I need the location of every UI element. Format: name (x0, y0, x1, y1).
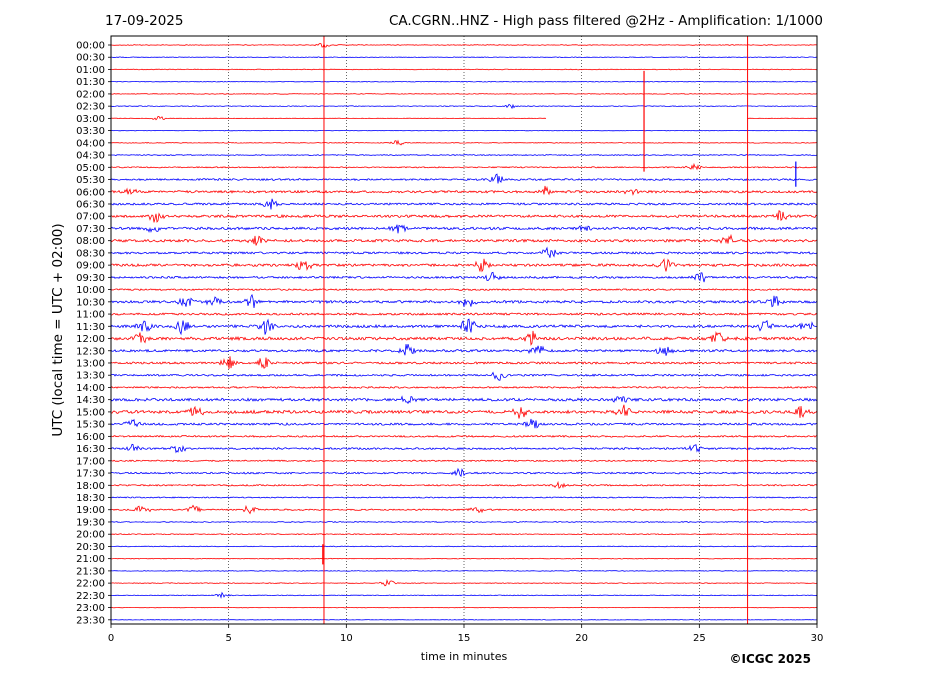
y-tick-label: 13:30 (76, 371, 105, 382)
y-tick-label: 21:00 (76, 554, 105, 565)
y-tick-label: 09:30 (76, 273, 105, 284)
x-tick-label: 20 (575, 633, 588, 644)
y-tick-label: 12:30 (76, 346, 105, 357)
x-tick-label: 30 (811, 633, 824, 644)
y-tick-label: 15:30 (76, 420, 105, 431)
y-tick-label: 05:00 (76, 163, 105, 174)
trace-row (111, 94, 817, 95)
y-tick-label: 06:00 (76, 187, 105, 198)
trace-row (111, 289, 817, 291)
date-label: 17-09-2025 (105, 13, 183, 29)
y-tick-label: 13:00 (76, 358, 105, 369)
trace-row (111, 259, 817, 272)
y-tick-label: 07:00 (76, 212, 105, 223)
x-tick-label: 0 (108, 633, 114, 644)
trace-row (111, 313, 817, 315)
trace-row (111, 593, 817, 598)
trace-row (111, 186, 817, 195)
y-tick-label: 23:30 (76, 615, 105, 626)
copyright-label: ©ICGC 2025 (729, 652, 811, 666)
trace-row (111, 469, 817, 476)
y-tick-label: 22:00 (76, 579, 105, 590)
x-tick-label: 25 (693, 633, 706, 644)
y-tick-label: 07:30 (76, 224, 105, 235)
y-tick-label: 04:00 (76, 138, 105, 149)
y-tick-label: 21:30 (76, 566, 105, 577)
x-tick-label: 15 (458, 633, 471, 644)
y-axis-label: UTC (local time = UTC + 02:00) (50, 223, 66, 436)
y-tick-label: 03:30 (76, 126, 105, 137)
y-tick-label: 19:00 (76, 505, 105, 516)
y-tick-label: 10:30 (76, 297, 105, 308)
y-tick-label: 18:30 (76, 493, 105, 504)
y-tick-label: 05:30 (76, 175, 105, 186)
y-tick-label: 08:30 (76, 248, 105, 259)
y-tick-label: 00:30 (76, 53, 105, 64)
y-tick-label: 11:30 (76, 322, 105, 333)
x-tick-label: 10 (340, 633, 353, 644)
y-tick-label: 11:00 (76, 310, 105, 321)
event-markers (323, 36, 796, 624)
y-tick-label: 19:30 (76, 517, 105, 528)
chart-title: CA.CGRN..HNZ - High pass filtered @2Hz -… (389, 13, 823, 29)
y-tick-label: 01:30 (76, 77, 105, 88)
y-tick-label: 00:00 (76, 41, 105, 52)
trace-row (111, 295, 817, 308)
x-ticks: 0 5 10 15 20 25 30 (108, 624, 824, 644)
trace-row (111, 505, 817, 513)
trace-row (111, 460, 817, 461)
y-tick-label: 12:00 (76, 334, 105, 345)
trace-row (111, 444, 817, 452)
y-tick-label: 06:30 (76, 199, 105, 210)
trace-row (111, 534, 817, 535)
y-tick-label: 16:30 (76, 444, 105, 455)
grid-lines (229, 36, 700, 624)
y-tick-label: 14:30 (76, 395, 105, 406)
y-tick-label: 16:00 (76, 432, 105, 443)
trace-row (111, 497, 817, 498)
y-tick-label: 22:30 (76, 591, 105, 602)
y-tick-label: 20:00 (76, 530, 105, 541)
y-tick-label: 03:00 (76, 114, 105, 125)
y-tick-label: 14:00 (76, 383, 105, 394)
trace-row (111, 155, 817, 156)
y-tick-label: 20:30 (76, 542, 105, 553)
y-tick-label: 17:30 (76, 469, 105, 480)
trace-row (111, 405, 817, 419)
trace-row (111, 81, 817, 82)
trace-row (111, 436, 817, 438)
y-tick-label: 08:00 (76, 236, 105, 247)
y-tick-label: 10:00 (76, 285, 105, 296)
trace-row (111, 373, 817, 381)
y-tick-label: 18:00 (76, 481, 105, 492)
y-tick-label: 15:00 (76, 407, 105, 418)
y-tick-label: 04:30 (76, 151, 105, 162)
trace-row (111, 558, 817, 559)
trace-row (111, 116, 817, 119)
y-tick-label: 01:00 (76, 65, 105, 76)
trace-row (111, 57, 817, 58)
trace-row (111, 69, 817, 70)
y-tick-label: 02:00 (76, 89, 105, 100)
y-tick-label: 23:00 (76, 603, 105, 614)
y-tick-label: 09:00 (76, 261, 105, 272)
trace-row (111, 580, 817, 585)
trace-row (111, 356, 817, 369)
trace-row (111, 174, 817, 183)
y-tick-label: 02:30 (76, 102, 105, 113)
x-tick-label: 5 (225, 633, 231, 644)
trace-row (111, 104, 817, 108)
x-axis-label: time in minutes (421, 650, 508, 663)
y-tick-label: 17:00 (76, 456, 105, 467)
